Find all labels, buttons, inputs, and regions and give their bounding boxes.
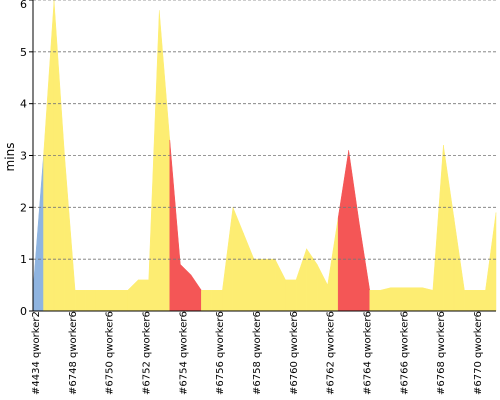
area-segment: [422, 287, 434, 312]
area-segment: [337, 150, 349, 312]
y-tick-label: 0: [20, 305, 27, 318]
y-tick-label: 3: [20, 150, 27, 163]
y-tick-label: 1: [20, 253, 27, 266]
area-segment: [432, 145, 444, 312]
x-tick-label: #6760 qworker6: [289, 311, 300, 395]
x-tick-label: #6756 qworker6: [215, 311, 226, 395]
area-segment: [253, 258, 265, 312]
area-segment: [95, 290, 107, 312]
x-tick-label: #6758 qworker6: [252, 311, 263, 395]
x-tick-label: #6762 qworker6: [326, 311, 337, 395]
x-tick-label: #6764 qworker6: [363, 311, 374, 395]
area-segment: [211, 290, 223, 312]
area-segment: [401, 287, 413, 312]
y-tick-label: 5: [20, 46, 27, 59]
area-segment: [464, 290, 476, 312]
area-segment: [116, 290, 128, 312]
x-tick-label: #6750 qworker6: [105, 311, 116, 395]
y-ticks: 0 1 2 3 4 5 6: [20, 0, 33, 318]
y-tick-label: 4: [20, 98, 27, 111]
area-segment: [74, 290, 86, 312]
area-segment: [169, 139, 181, 312]
area-segment: [190, 273, 202, 312]
area-segment: [264, 258, 276, 312]
area-segment: [443, 145, 455, 312]
area-segment: [127, 279, 139, 312]
area-segment: [327, 217, 339, 312]
y-tick-label: 6: [20, 0, 27, 11]
area-segment: [274, 259, 286, 312]
y-tick-label: 2: [20, 201, 27, 214]
area-segment: [453, 217, 465, 312]
area-segment: [137, 279, 149, 312]
area-segment: [295, 248, 307, 312]
area-segment: [485, 212, 497, 312]
x-ticks: #4434 qworker2 #6748 qworker6 #6750 qworke…: [31, 311, 484, 395]
area-segment: [390, 287, 402, 312]
x-tick-label: #6766 qworker6: [399, 311, 410, 395]
area-segment: [148, 10, 160, 312]
area-segment: [243, 233, 255, 312]
area-segment: [85, 290, 97, 312]
area-segment: [348, 150, 360, 312]
area-segment: [411, 287, 423, 312]
area-segment: [380, 287, 392, 312]
area-segment: [201, 290, 213, 312]
area-series: [32, 0, 497, 312]
area-segment: [64, 155, 76, 312]
x-tick-label: #6768 qworker6: [436, 311, 447, 395]
area-segment: [369, 290, 381, 312]
area-segment: [358, 222, 370, 312]
area-segment: [32, 155, 44, 312]
area-segment: [474, 290, 486, 312]
area-segment: [159, 10, 171, 312]
y-axis-label: mins: [3, 143, 17, 172]
x-tick-label: #6752 qworker6: [142, 311, 153, 395]
x-tick-label: #6770 qworker6: [473, 311, 484, 395]
grid-lines: [33, 0, 496, 260]
area-segment: [106, 290, 118, 312]
x-tick-label: #4434 qworker2: [31, 311, 42, 395]
area-segment: [306, 247, 318, 312]
area-segment: [316, 264, 328, 312]
x-tick-label: #6754 qworker6: [178, 311, 189, 395]
area-segment: [180, 263, 192, 312]
area-segment: [285, 279, 297, 312]
x-tick-label: #6748 qworker6: [68, 311, 79, 395]
